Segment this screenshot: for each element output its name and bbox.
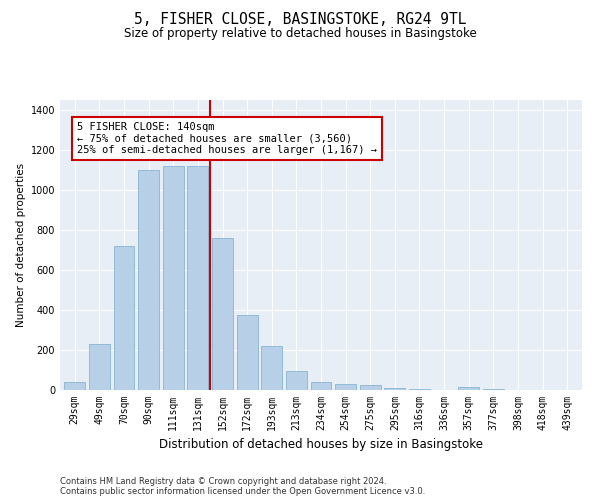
Bar [163, 166, 184, 390]
Bar [64, 382, 85, 390]
X-axis label: Distribution of detached houses by size in Basingstoke: Distribution of detached houses by size … [159, 438, 483, 452]
Y-axis label: Number of detached properties: Number of detached properties [16, 163, 26, 327]
Text: 5, FISHER CLOSE, BASINGSTOKE, RG24 9TL: 5, FISHER CLOSE, BASINGSTOKE, RG24 9TL [134, 12, 466, 28]
Bar [409, 389, 430, 390]
Bar [335, 384, 356, 390]
Bar [360, 385, 381, 390]
Text: Contains HM Land Registry data © Crown copyright and database right 2024.: Contains HM Land Registry data © Crown c… [60, 478, 386, 486]
Text: Size of property relative to detached houses in Basingstoke: Size of property relative to detached ho… [124, 28, 476, 40]
Text: 5 FISHER CLOSE: 140sqm
← 75% of detached houses are smaller (3,560)
25% of semi-: 5 FISHER CLOSE: 140sqm ← 75% of detached… [77, 122, 377, 155]
Bar [286, 371, 307, 390]
Bar [187, 166, 208, 390]
Bar [113, 246, 134, 390]
Bar [236, 315, 257, 390]
Bar [89, 344, 110, 390]
Bar [212, 238, 233, 390]
Bar [458, 387, 479, 390]
Bar [385, 388, 406, 390]
Bar [138, 170, 159, 390]
Bar [261, 346, 282, 390]
Bar [483, 389, 504, 390]
Bar [311, 382, 331, 390]
Text: Contains public sector information licensed under the Open Government Licence v3: Contains public sector information licen… [60, 488, 425, 496]
